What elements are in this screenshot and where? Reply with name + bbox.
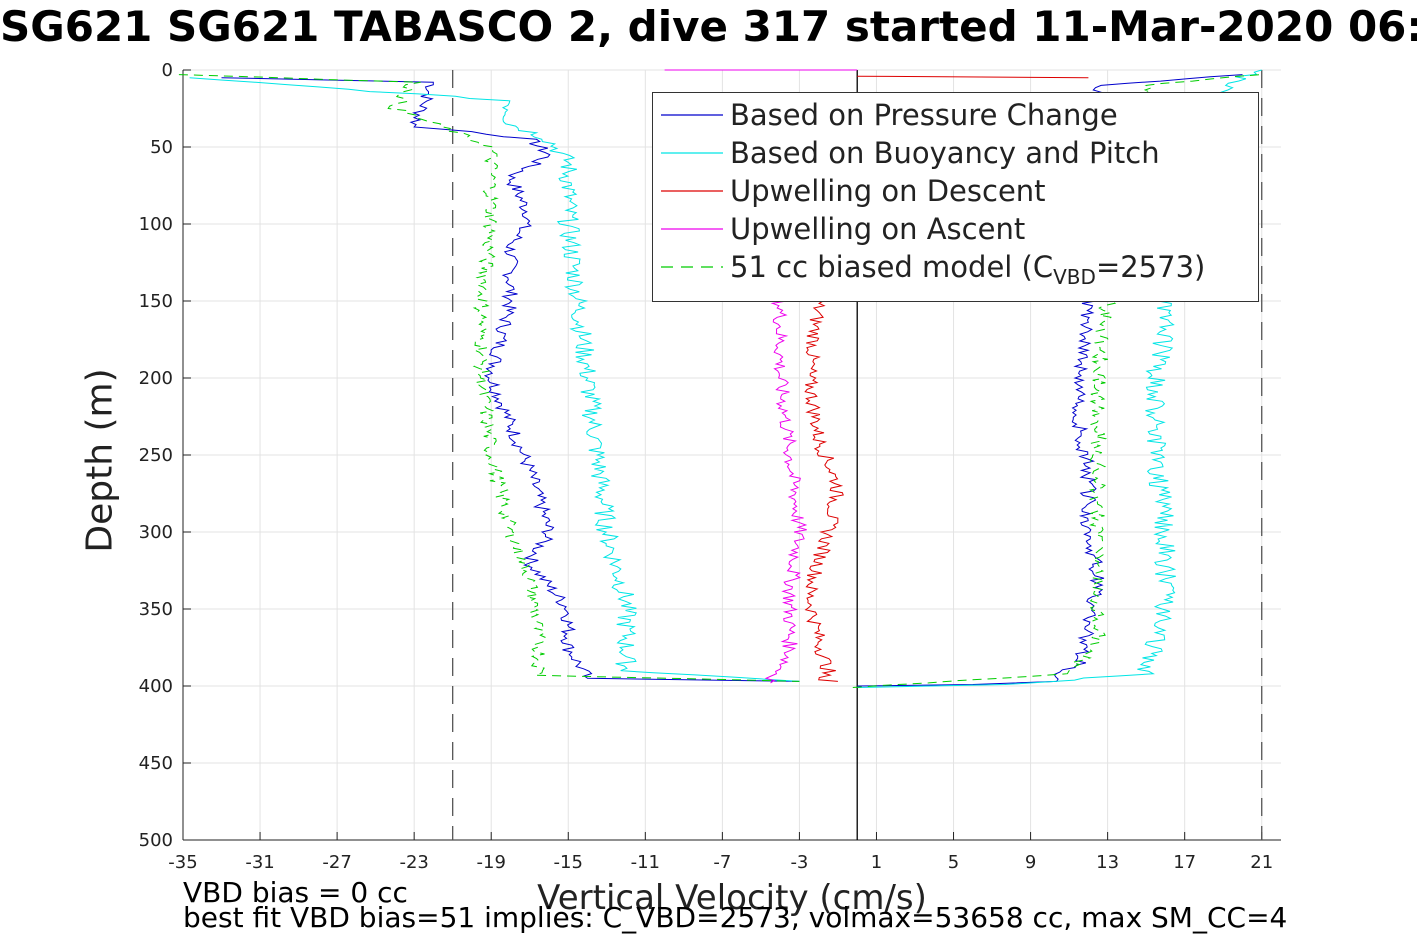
series-line-0-descent	[221, 77, 800, 682]
y-tick-label: 0	[162, 60, 173, 81]
x-tick-label: -3	[790, 852, 808, 873]
legend-label-buoyancy: Based on Buoyancy and Pitch	[730, 136, 1160, 170]
y-tick-label: 300	[139, 522, 173, 543]
y-tick-label: 150	[139, 291, 173, 312]
legend-item-biased-model: 51 cc biased model (CVBD=2573)	[653, 248, 1258, 289]
x-tick-label: 9	[1025, 852, 1036, 873]
legend-label-upwelling-ascent: Upwelling on Ascent	[730, 212, 1026, 246]
footnote-best-fit: best fit VBD bias=51 implies: C_VBD=2573…	[183, 901, 1288, 934]
x-tick-label: -19	[477, 852, 506, 873]
legend-label-biased-model-suffix: =2573)	[1095, 250, 1206, 284]
y-tick-label: 400	[139, 676, 173, 697]
legend-label-upwelling-descent: Upwelling on Descent	[730, 174, 1046, 208]
x-tick-label: -11	[631, 852, 660, 873]
series-line-2-descent	[804, 300, 844, 682]
y-tick-label: 200	[139, 368, 173, 389]
series-line-1-descent	[189, 77, 800, 682]
y-tick-label: 100	[139, 214, 173, 235]
legend-item-buoyancy: Based on Buoyancy and Pitch	[653, 134, 1258, 172]
x-tick-label: 5	[948, 852, 959, 873]
legend-swatch-buoyancy	[661, 152, 723, 154]
legend-label-biased-model-sub: VBD	[1053, 265, 1096, 289]
x-tick-label: -35	[168, 852, 197, 873]
legend: Based on Pressure Change Based on Buoyan…	[652, 92, 1259, 302]
y-axis-label: Depth (m)	[79, 368, 121, 553]
x-tick-label: 13	[1096, 852, 1119, 873]
x-axis-label: Vertical Velocity (cm/s)	[537, 878, 927, 918]
legend-label-biased-model-prefix: 51 cc biased model (C	[730, 250, 1054, 284]
y-tick-label: 350	[139, 599, 173, 620]
y-tick-label: 50	[150, 137, 173, 158]
x-tick-label: -27	[322, 852, 351, 873]
legend-item-upwelling-ascent: Upwelling on Ascent	[653, 210, 1258, 248]
series-line-2-ascent	[857, 75, 1089, 79]
footnote-vbd-bias: VBD bias = 0 cc	[183, 876, 408, 909]
series-line-3-descent	[764, 300, 808, 684]
y-tick-label: 500	[139, 830, 173, 851]
legend-item-upwelling-descent: Upwelling on Descent	[653, 172, 1258, 210]
x-tick-label: -23	[399, 852, 428, 873]
y-tick-label: 250	[139, 445, 173, 466]
x-tick-label: 17	[1173, 852, 1196, 873]
x-tick-label: 21	[1250, 852, 1273, 873]
x-tick-label: 1	[871, 852, 882, 873]
legend-swatch-upwelling-ascent	[661, 228, 723, 230]
legend-swatch-biased-model	[661, 266, 723, 268]
legend-swatch-upwelling-descent	[661, 190, 723, 192]
legend-label-biased-model: 51 cc biased model (CVBD=2573)	[730, 250, 1205, 289]
chart-title: SG621 SG621 TABASCO 2, dive 317 started …	[0, 2, 1417, 51]
x-tick-label: -15	[554, 852, 583, 873]
legend-swatch-pressure	[661, 114, 723, 116]
y-tick-label: 450	[139, 753, 173, 774]
legend-label-pressure: Based on Pressure Change	[730, 98, 1118, 132]
x-tick-label: -7	[713, 852, 731, 873]
legend-item-pressure: Based on Pressure Change	[653, 96, 1258, 134]
series-line-4-descent	[178, 74, 800, 682]
x-tick-label: -31	[245, 852, 274, 873]
